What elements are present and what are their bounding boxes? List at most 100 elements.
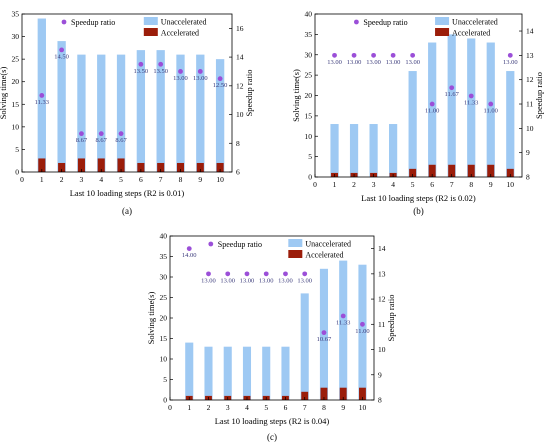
speedup-label: 11.67 xyxy=(445,91,460,98)
speedup-point xyxy=(468,93,474,99)
y-axis-label: Solving time(s) xyxy=(291,69,301,122)
speedup-point xyxy=(371,52,376,58)
legend-accelerated-swatch xyxy=(143,28,158,36)
unaccelerated-bar xyxy=(262,346,271,400)
y-tick-label: 10 xyxy=(12,122,20,131)
y-tick-label: 35 xyxy=(160,252,168,261)
x-tick-label: 3 xyxy=(372,180,376,189)
x-tick-label: 7 xyxy=(159,175,163,184)
y-tick-label: 20 xyxy=(160,314,168,323)
speedup-label: 13.00 xyxy=(201,277,216,284)
unaccelerated-bar xyxy=(506,71,515,177)
speedup-point xyxy=(263,271,269,277)
y2-tick-label: 13 xyxy=(378,269,386,278)
y2-tick-label: 8 xyxy=(526,173,530,182)
x-tick-label: 6 xyxy=(284,403,288,412)
speedup-point xyxy=(225,271,231,277)
y-tick-label: 30 xyxy=(12,32,20,41)
legend-speedup-marker xyxy=(61,19,67,25)
speedup-point xyxy=(217,76,223,82)
y2-tick-label: 16 xyxy=(236,24,244,33)
speedup-point xyxy=(138,61,144,67)
speedup-label: 11.00 xyxy=(484,108,498,115)
accelerated-bar xyxy=(467,164,475,177)
y-tick-label: 5 xyxy=(15,145,19,154)
accelerated-bar xyxy=(196,162,204,172)
x-tick-label: 2 xyxy=(352,180,356,189)
speedup-label: 11.33 xyxy=(336,319,350,326)
speedup-point xyxy=(39,93,45,98)
x-tick-label: 4 xyxy=(391,180,395,189)
legend-unaccelerated-label: Unaccelerated xyxy=(305,240,351,249)
x-tick-label: 5 xyxy=(119,175,123,184)
x-tick-label: 4 xyxy=(99,175,103,184)
unaccelerated-bar xyxy=(223,346,232,400)
legend-speedup-label: Speedup ratio xyxy=(71,18,115,27)
x-axis-label: Last 10 loading steps (R2 is 0.04) xyxy=(215,416,330,426)
legend-accelerated-label: Accelerated xyxy=(161,29,199,38)
speedup-label: 11.00 xyxy=(355,328,369,335)
chart-panel-1: 0 1 2 3 4 5 6 7 8 9 10051015202530356810121416Last… xyxy=(0,10,254,217)
x-tick-label: 8 xyxy=(469,180,473,189)
legend-accelerated-label: Accelerated xyxy=(305,251,343,260)
x-tick-label: 6 xyxy=(430,180,434,189)
accelerated-bar xyxy=(137,162,145,172)
speedup-label: 13.50 xyxy=(153,68,168,75)
speedup-label: 13.00 xyxy=(386,59,401,66)
y2-tick-label: 10 xyxy=(378,345,386,354)
y-tick-label: 25 xyxy=(160,293,168,302)
y-tick-label: 35 xyxy=(305,30,313,39)
x-tick-label: 9 xyxy=(198,175,202,184)
speedup-label: 8.67 xyxy=(115,137,127,144)
accelerated-bar xyxy=(506,168,514,177)
speedup-point xyxy=(332,52,337,58)
legend-unaccelerated-swatch xyxy=(143,17,158,25)
unaccelerated-bar xyxy=(281,346,290,400)
y-tick-label: 15 xyxy=(12,100,20,109)
y-tick-label: 40 xyxy=(305,10,313,19)
speedup-point xyxy=(186,246,192,252)
x-tick-label: 1 xyxy=(187,403,191,412)
y-tick-label: 15 xyxy=(160,334,168,343)
y-axis-label: Solving time(s) xyxy=(0,67,8,120)
y2-tick-label: 10 xyxy=(526,124,534,133)
legend-unaccelerated-label: Unaccelerated xyxy=(161,18,207,27)
y-tick-label: 10 xyxy=(305,132,313,141)
unaccelerated-bar xyxy=(339,260,348,400)
speedup-point xyxy=(197,69,203,74)
y2-tick-label: 12 xyxy=(236,81,244,90)
x-tick-label: 3 xyxy=(226,403,230,412)
x-tick-label: 0 xyxy=(313,180,317,189)
accelerated-bar xyxy=(97,158,105,172)
accelerated-bar xyxy=(301,391,309,400)
x-tick-label: 0 xyxy=(168,403,172,412)
speedup-point xyxy=(283,271,288,277)
x-axis-label: Last 10 loading steps (R2 is 0.01) xyxy=(70,188,185,198)
x-tick-label: 7 xyxy=(450,180,454,189)
unaccelerated-bar xyxy=(116,54,126,172)
speedup-label: 14.00 xyxy=(182,252,197,259)
speedup-label: 13.00 xyxy=(297,277,312,284)
x-tick-label: 5 xyxy=(411,180,415,189)
y2-tick-label: 11 xyxy=(378,320,385,329)
accelerated-bar xyxy=(38,158,46,172)
legend-speedup-label: Speedup ratio xyxy=(218,240,262,249)
speedup-point xyxy=(410,52,416,58)
legend-unaccelerated-swatch xyxy=(288,239,303,247)
y2-tick-label: 13 xyxy=(526,51,534,60)
unaccelerated-bar xyxy=(486,42,495,178)
speedup-point xyxy=(158,61,164,67)
speedup-label: 12.50 xyxy=(213,82,228,89)
unaccelerated-bar xyxy=(447,34,456,177)
unaccelerated-bar xyxy=(428,42,437,178)
y2-tick-label: 9 xyxy=(526,148,530,157)
speedup-label: 11.33 xyxy=(464,99,478,106)
speedup-label: 8.67 xyxy=(76,137,88,144)
y-tick-label: 30 xyxy=(160,273,168,282)
y-tick-label: 20 xyxy=(12,77,20,86)
y-tick-label: 0 xyxy=(308,173,312,182)
speedup-label: 8.67 xyxy=(96,137,108,144)
x-tick-label: 2 xyxy=(207,403,211,412)
speedup-label: 13.00 xyxy=(278,277,293,284)
speedup-label: 13.00 xyxy=(193,75,208,82)
